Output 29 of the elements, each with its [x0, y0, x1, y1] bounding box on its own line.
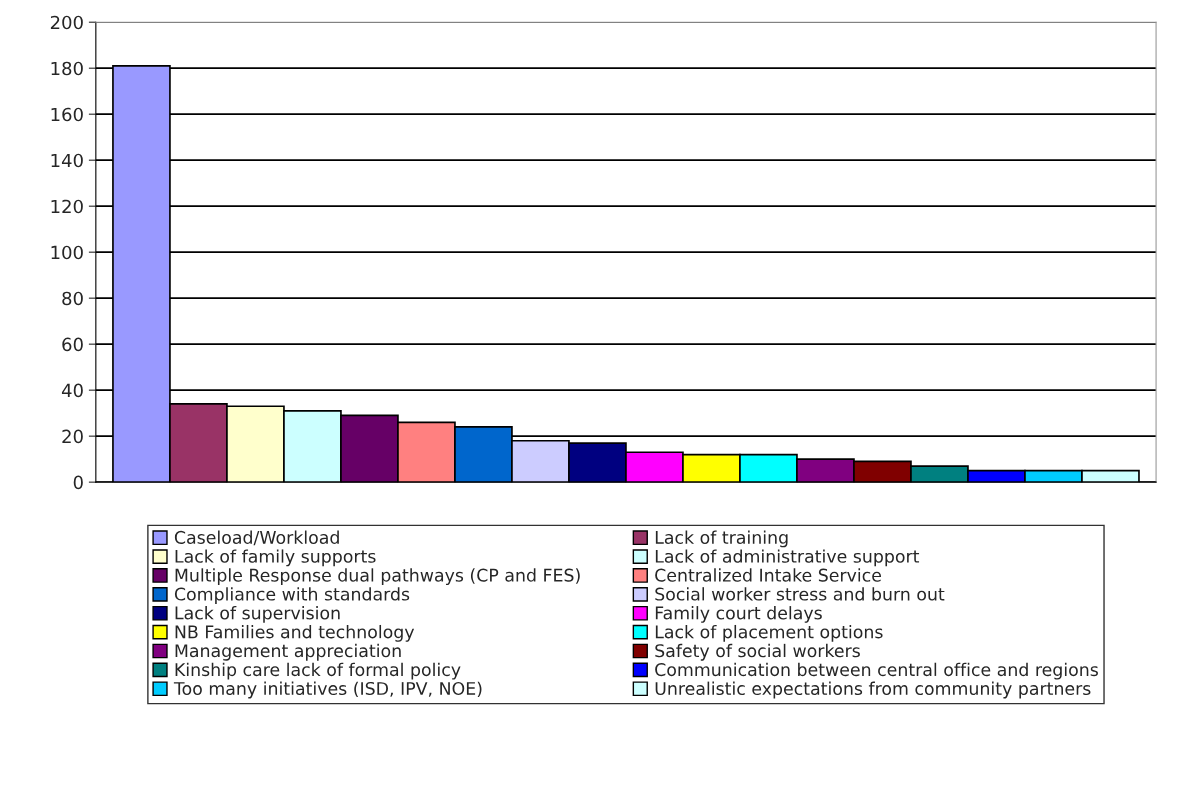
legend-label: Multiple Response dual pathways (CP and FES): [175, 568, 580, 586]
y-tick-label: 120: [51, 199, 83, 214]
legend-label: Lack of family supports: [175, 549, 376, 567]
y-tick-label: 180: [51, 61, 83, 76]
y-tick-label: 20: [62, 429, 83, 444]
legend-label: Lack of placement options: [655, 624, 883, 642]
legend-label: Family court delays: [655, 606, 822, 623]
y-tick-label: 100: [51, 245, 83, 260]
legend-label: Lack of administrative support: [655, 549, 920, 567]
legend-label: NB Families and technology: [175, 624, 415, 642]
y-tick-label: 140: [51, 153, 83, 168]
legend-label: Lack of training: [655, 530, 788, 548]
legend-label: Centralized Intake Service: [655, 568, 881, 582]
legend-label: Too many initiatives (ISD, IPV, NOE): [173, 681, 482, 699]
y-tick-label: 60: [62, 337, 83, 352]
y-tick-label: 0: [73, 475, 83, 490]
legend-label: Social worker stress and burn out: [655, 587, 945, 601]
y-tick-label: 160: [51, 107, 83, 122]
legend-label: Kinship care lack of formal policy: [175, 662, 461, 680]
legend-label: Caseload/Workload: [174, 530, 339, 546]
legend-label: Lack of supervision: [175, 606, 340, 623]
y-tick-label: 200: [50, 15, 83, 30]
legend-label: Management appreciation: [175, 643, 401, 661]
legend-label: Compliance with standards: [174, 587, 410, 604]
legend-label: Communication between central office and regions: [655, 662, 1098, 680]
y-tick-label: 40: [61, 383, 83, 398]
y-tick-label: 80: [62, 291, 83, 306]
legend-label: Safety of social workers: [655, 643, 860, 661]
legend-label: Unrealistic expectations from community partners: [655, 681, 1091, 699]
